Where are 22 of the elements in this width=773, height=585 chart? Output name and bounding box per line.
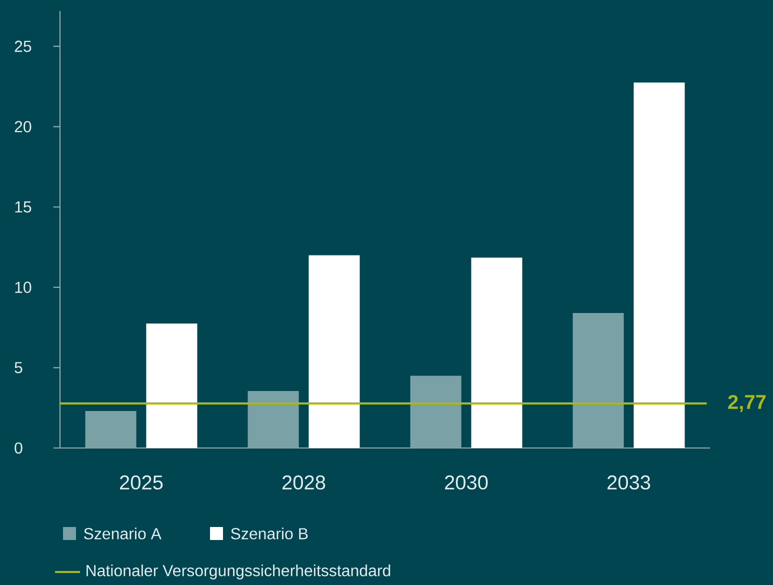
- y-tick-label: 5: [14, 362, 22, 374]
- bar: [410, 376, 462, 448]
- bar: [471, 258, 522, 448]
- text: 2,77: [728, 394, 766, 412]
- bar: [85, 411, 136, 448]
- bar: [248, 390, 299, 448]
- x-tick-label: 2025: [120, 475, 163, 490]
- x-tick-label: 2028: [282, 475, 326, 490]
- legend-label: Nationaler Versorgungssicherheitsstandard: [86, 564, 390, 580]
- y-tick-label: 0: [14, 442, 22, 454]
- y-tick-label: 10: [15, 282, 32, 293]
- y-tick-label: 15: [15, 201, 32, 213]
- bar: [634, 82, 685, 448]
- bar: [146, 323, 198, 448]
- bar: [572, 313, 624, 448]
- y-tick-label: 20: [14, 121, 32, 132]
- y-tick-label: 25: [14, 40, 32, 52]
- x-tick-label: 2033: [608, 475, 650, 490]
- x-tick-label: 2030: [445, 475, 488, 490]
- legend-label: Szenario A: [84, 528, 162, 540]
- bar: [308, 255, 360, 448]
- legend-label: Szenario B: [231, 528, 308, 540]
